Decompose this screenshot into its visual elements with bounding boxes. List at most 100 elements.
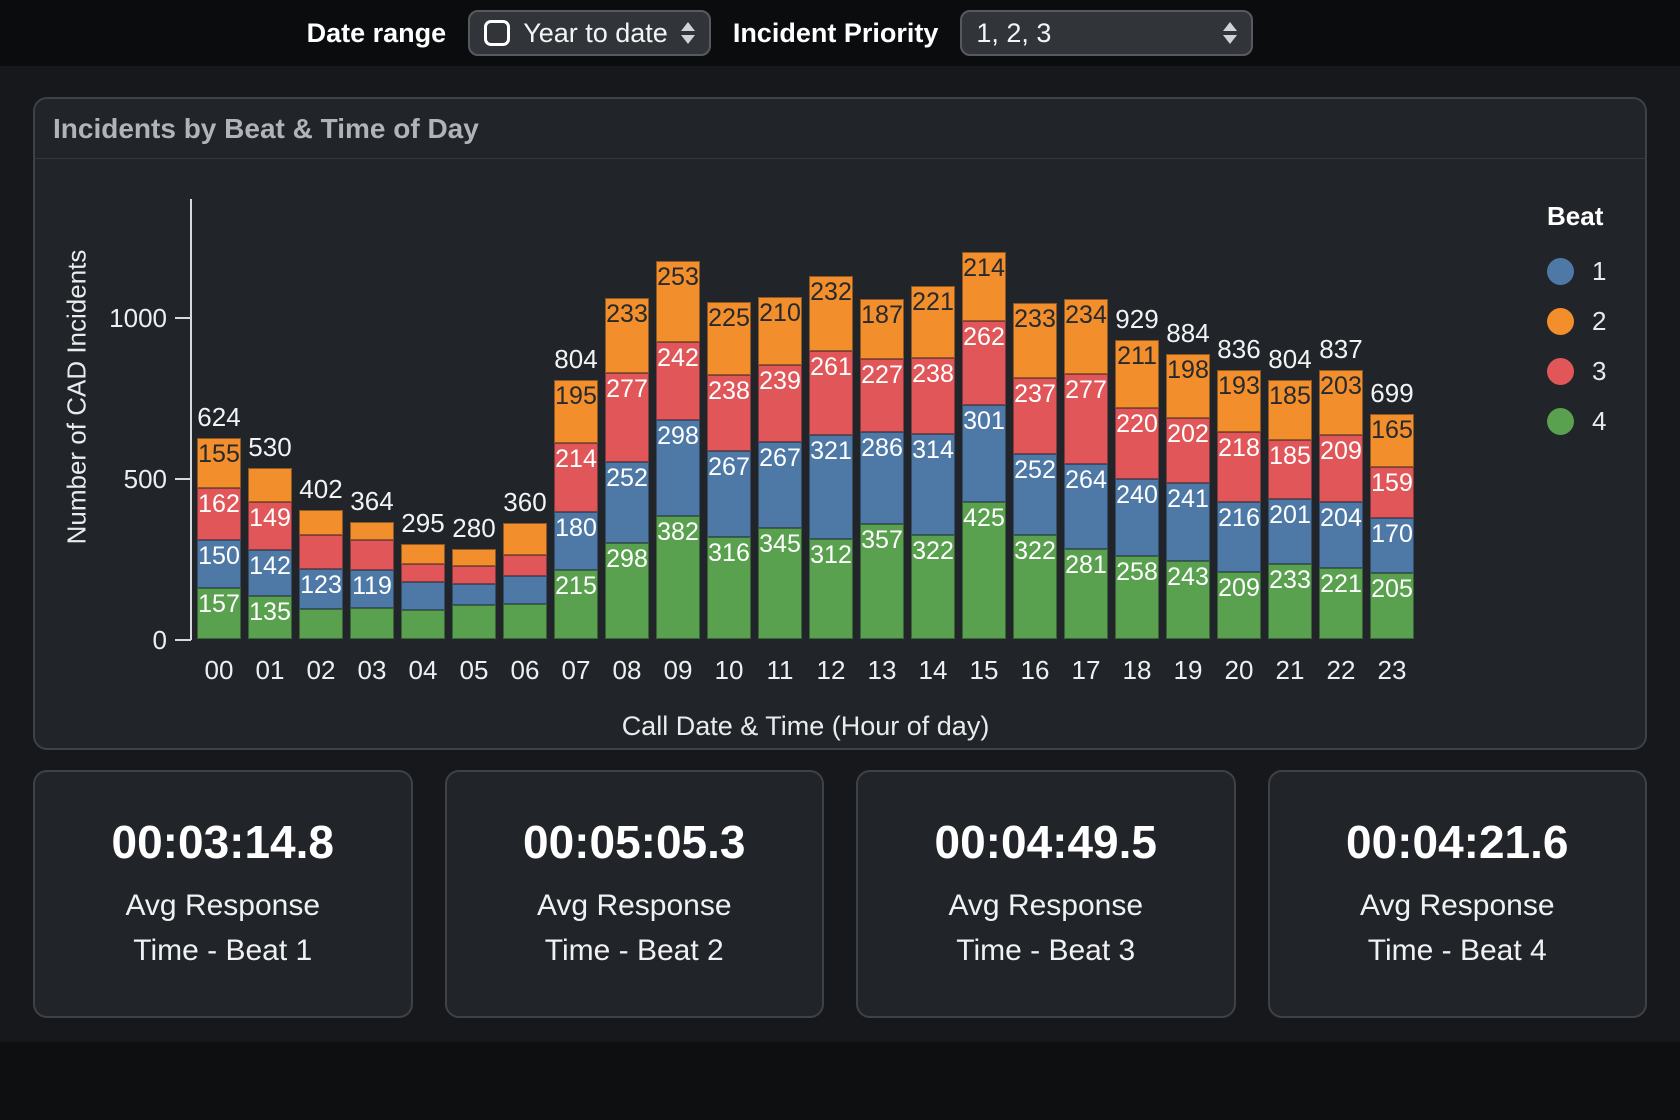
bar-segment-beat-1[interactable] — [503, 576, 547, 604]
bar-segment-beat-3[interactable]: 209 — [1319, 434, 1363, 503]
bar-segment-beat-1[interactable]: 241 — [1166, 483, 1210, 561]
bar-segment-beat-1[interactable]: 142 — [248, 549, 292, 596]
bar-hour-14[interactable]: 221 238 314 322 — [911, 286, 955, 639]
bar-segment-beat-3[interactable]: 238 — [911, 357, 955, 435]
bar-hour-21[interactable]: 804 185 185 201 233 — [1268, 344, 1312, 639]
bar-hour-00[interactable]: 624 155 162 150 157 — [197, 402, 241, 639]
bar-segment-beat-1[interactable]: 201 — [1268, 499, 1312, 564]
legend-item-beat-2[interactable]: 2 — [1547, 306, 1606, 337]
bar-segment-beat-4[interactable] — [503, 603, 547, 639]
bar-segment-beat-4[interactable]: 322 — [1013, 535, 1057, 639]
bar-hour-16[interactable]: 233 237 252 322 — [1013, 302, 1057, 639]
bar-segment-beat-4[interactable]: 258 — [1115, 555, 1159, 639]
bar-segment-beat-4[interactable] — [452, 604, 496, 639]
bar-segment-beat-1[interactable]: 252 — [1013, 454, 1057, 536]
bar-segment-beat-3[interactable]: 218 — [1217, 431, 1261, 503]
bar-segment-beat-4[interactable]: 322 — [911, 535, 955, 639]
legend-item-beat-4[interactable]: 4 — [1547, 406, 1606, 437]
bar-hour-13[interactable]: 187 227 286 357 — [860, 298, 904, 639]
bar-segment-beat-2[interactable]: 165 — [1370, 413, 1414, 468]
bar-segment-beat-3[interactable] — [503, 555, 547, 577]
bar-segment-beat-4[interactable]: 281 — [1064, 548, 1108, 639]
bar-hour-15[interactable]: 214 262 301 425 — [962, 251, 1006, 639]
bar-segment-beat-1[interactable]: 170 — [1370, 518, 1414, 573]
bar-segment-beat-4[interactable]: 215 — [554, 569, 598, 639]
bar-hour-10[interactable]: 225 238 267 316 — [707, 302, 751, 639]
bar-segment-beat-2[interactable]: 221 — [911, 286, 955, 358]
bar-hour-20[interactable]: 836 193 218 216 209 — [1217, 334, 1261, 639]
legend-item-beat-3[interactable]: 3 — [1547, 356, 1606, 387]
bar-segment-beat-2[interactable]: 225 — [707, 302, 751, 375]
bar-segment-beat-3[interactable]: 238 — [707, 374, 751, 452]
bar-segment-beat-3[interactable] — [452, 565, 496, 585]
bar-segment-beat-2[interactable] — [299, 509, 343, 536]
bar-hour-18[interactable]: 929 211 220 240 258 — [1115, 304, 1159, 639]
bar-segment-beat-4[interactable] — [350, 608, 394, 639]
bar-segment-beat-4[interactable] — [401, 610, 445, 639]
bar-segment-beat-1[interactable]: 180 — [554, 511, 598, 570]
bar-segment-beat-4[interactable]: 345 — [758, 527, 802, 639]
bar-hour-01[interactable]: 530 149 142 135 — [248, 432, 292, 639]
bar-segment-beat-4[interactable]: 298 — [605, 543, 649, 639]
bar-segment-beat-4[interactable]: 135 — [248, 595, 292, 639]
bar-segment-beat-1[interactable]: 264 — [1064, 463, 1108, 549]
bar-segment-beat-3[interactable]: 239 — [758, 365, 802, 442]
bar-segment-beat-3[interactable]: 159 — [1370, 467, 1414, 519]
bar-segment-beat-2[interactable]: 193 — [1217, 369, 1261, 432]
bar-segment-beat-3[interactable] — [299, 535, 343, 570]
bar-segment-beat-2[interactable]: 253 — [656, 260, 700, 343]
bar-segment-beat-2[interactable]: 214 — [962, 251, 1006, 321]
bar-segment-beat-3[interactable]: 237 — [1013, 377, 1057, 455]
bar-segment-beat-1[interactable]: 314 — [911, 434, 955, 536]
bar-segment-beat-4[interactable]: 425 — [962, 502, 1006, 639]
bar-segment-beat-4[interactable]: 221 — [1319, 567, 1363, 639]
bar-segment-beat-4[interactable]: 209 — [1217, 571, 1261, 639]
bar-segment-beat-4[interactable]: 357 — [860, 524, 904, 639]
bar-hour-19[interactable]: 884 198 202 241 243 — [1166, 318, 1210, 639]
bar-segment-beat-3[interactable]: 214 — [554, 442, 598, 512]
legend-item-beat-1[interactable]: 1 — [1547, 256, 1606, 287]
bar-hour-12[interactable]: 232 261 321 312 — [809, 276, 853, 639]
bar-segment-beat-4[interactable]: 312 — [809, 538, 853, 639]
bar-segment-beat-1[interactable]: 321 — [809, 435, 853, 539]
bar-segment-beat-3[interactable]: 202 — [1166, 418, 1210, 484]
bar-segment-beat-3[interactable]: 277 — [605, 372, 649, 462]
bar-segment-beat-1[interactable]: 240 — [1115, 478, 1159, 556]
bar-segment-beat-3[interactable]: 277 — [1064, 374, 1108, 464]
bar-segment-beat-3[interactable]: 227 — [860, 358, 904, 432]
bar-hour-06[interactable]: 360 — [503, 487, 547, 639]
bar-hour-04[interactable]: 295 — [401, 508, 445, 639]
bar-segment-beat-1[interactable]: 267 — [758, 441, 802, 528]
bar-segment-beat-2[interactable]: 187 — [860, 298, 904, 359]
bar-segment-beat-3[interactable] — [401, 564, 445, 583]
bar-segment-beat-1[interactable]: 252 — [605, 461, 649, 544]
bar-segment-beat-2[interactable] — [452, 548, 496, 566]
bar-segment-beat-1[interactable]: 123 — [299, 569, 343, 610]
bar-segment-beat-4[interactable]: 382 — [656, 516, 700, 639]
date-range-select[interactable]: Year to date — [468, 10, 711, 56]
bar-hour-23[interactable]: 699 165 159 170 205 — [1370, 378, 1414, 639]
bar-segment-beat-1[interactable]: 119 — [350, 570, 394, 609]
bar-hour-05[interactable]: 280 — [452, 513, 496, 639]
bar-hour-02[interactable]: 402 123 — [299, 474, 343, 639]
bar-segment-beat-1[interactable]: 216 — [1217, 502, 1261, 572]
bar-segment-beat-1[interactable]: 204 — [1319, 502, 1363, 568]
bar-segment-beat-2[interactable]: 233 — [605, 297, 649, 373]
bar-segment-beat-2[interactable]: 185 — [1268, 380, 1312, 440]
bar-segment-beat-2[interactable]: 211 — [1115, 339, 1159, 408]
bar-segment-beat-1[interactable]: 267 — [707, 451, 751, 538]
bar-hour-17[interactable]: 234 277 264 281 — [1064, 299, 1108, 639]
bar-hour-07[interactable]: 804 195 214 180 215 — [554, 344, 598, 639]
bar-segment-beat-2[interactable]: 203 — [1319, 369, 1363, 435]
bar-segment-beat-3[interactable]: 242 — [656, 342, 700, 421]
bar-segment-beat-2[interactable]: 155 — [197, 438, 241, 488]
bar-hour-22[interactable]: 837 203 209 204 221 — [1319, 334, 1363, 639]
bar-segment-beat-1[interactable]: 150 — [197, 540, 241, 589]
bar-segment-beat-4[interactable]: 233 — [1268, 563, 1312, 639]
bar-segment-beat-1[interactable] — [452, 584, 496, 605]
bar-segment-beat-2[interactable]: 232 — [809, 276, 853, 352]
incident-priority-select[interactable]: 1, 2, 3 — [960, 10, 1254, 56]
bar-segment-beat-3[interactable]: 149 — [248, 501, 292, 550]
bar-segment-beat-3[interactable]: 262 — [962, 320, 1006, 406]
bar-segment-beat-4[interactable] — [299, 609, 343, 639]
